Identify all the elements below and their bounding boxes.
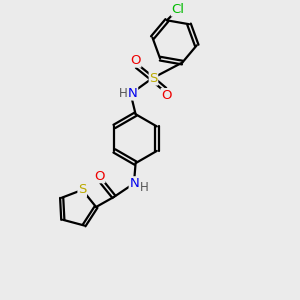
Text: O: O: [130, 54, 141, 67]
Text: O: O: [94, 169, 105, 183]
Text: H: H: [119, 88, 128, 100]
Text: S: S: [149, 72, 158, 85]
Text: N: N: [128, 87, 138, 100]
Text: H: H: [140, 181, 148, 194]
Text: Cl: Cl: [171, 3, 184, 16]
Text: S: S: [78, 183, 86, 196]
Text: N: N: [129, 177, 139, 190]
Text: O: O: [161, 88, 172, 102]
